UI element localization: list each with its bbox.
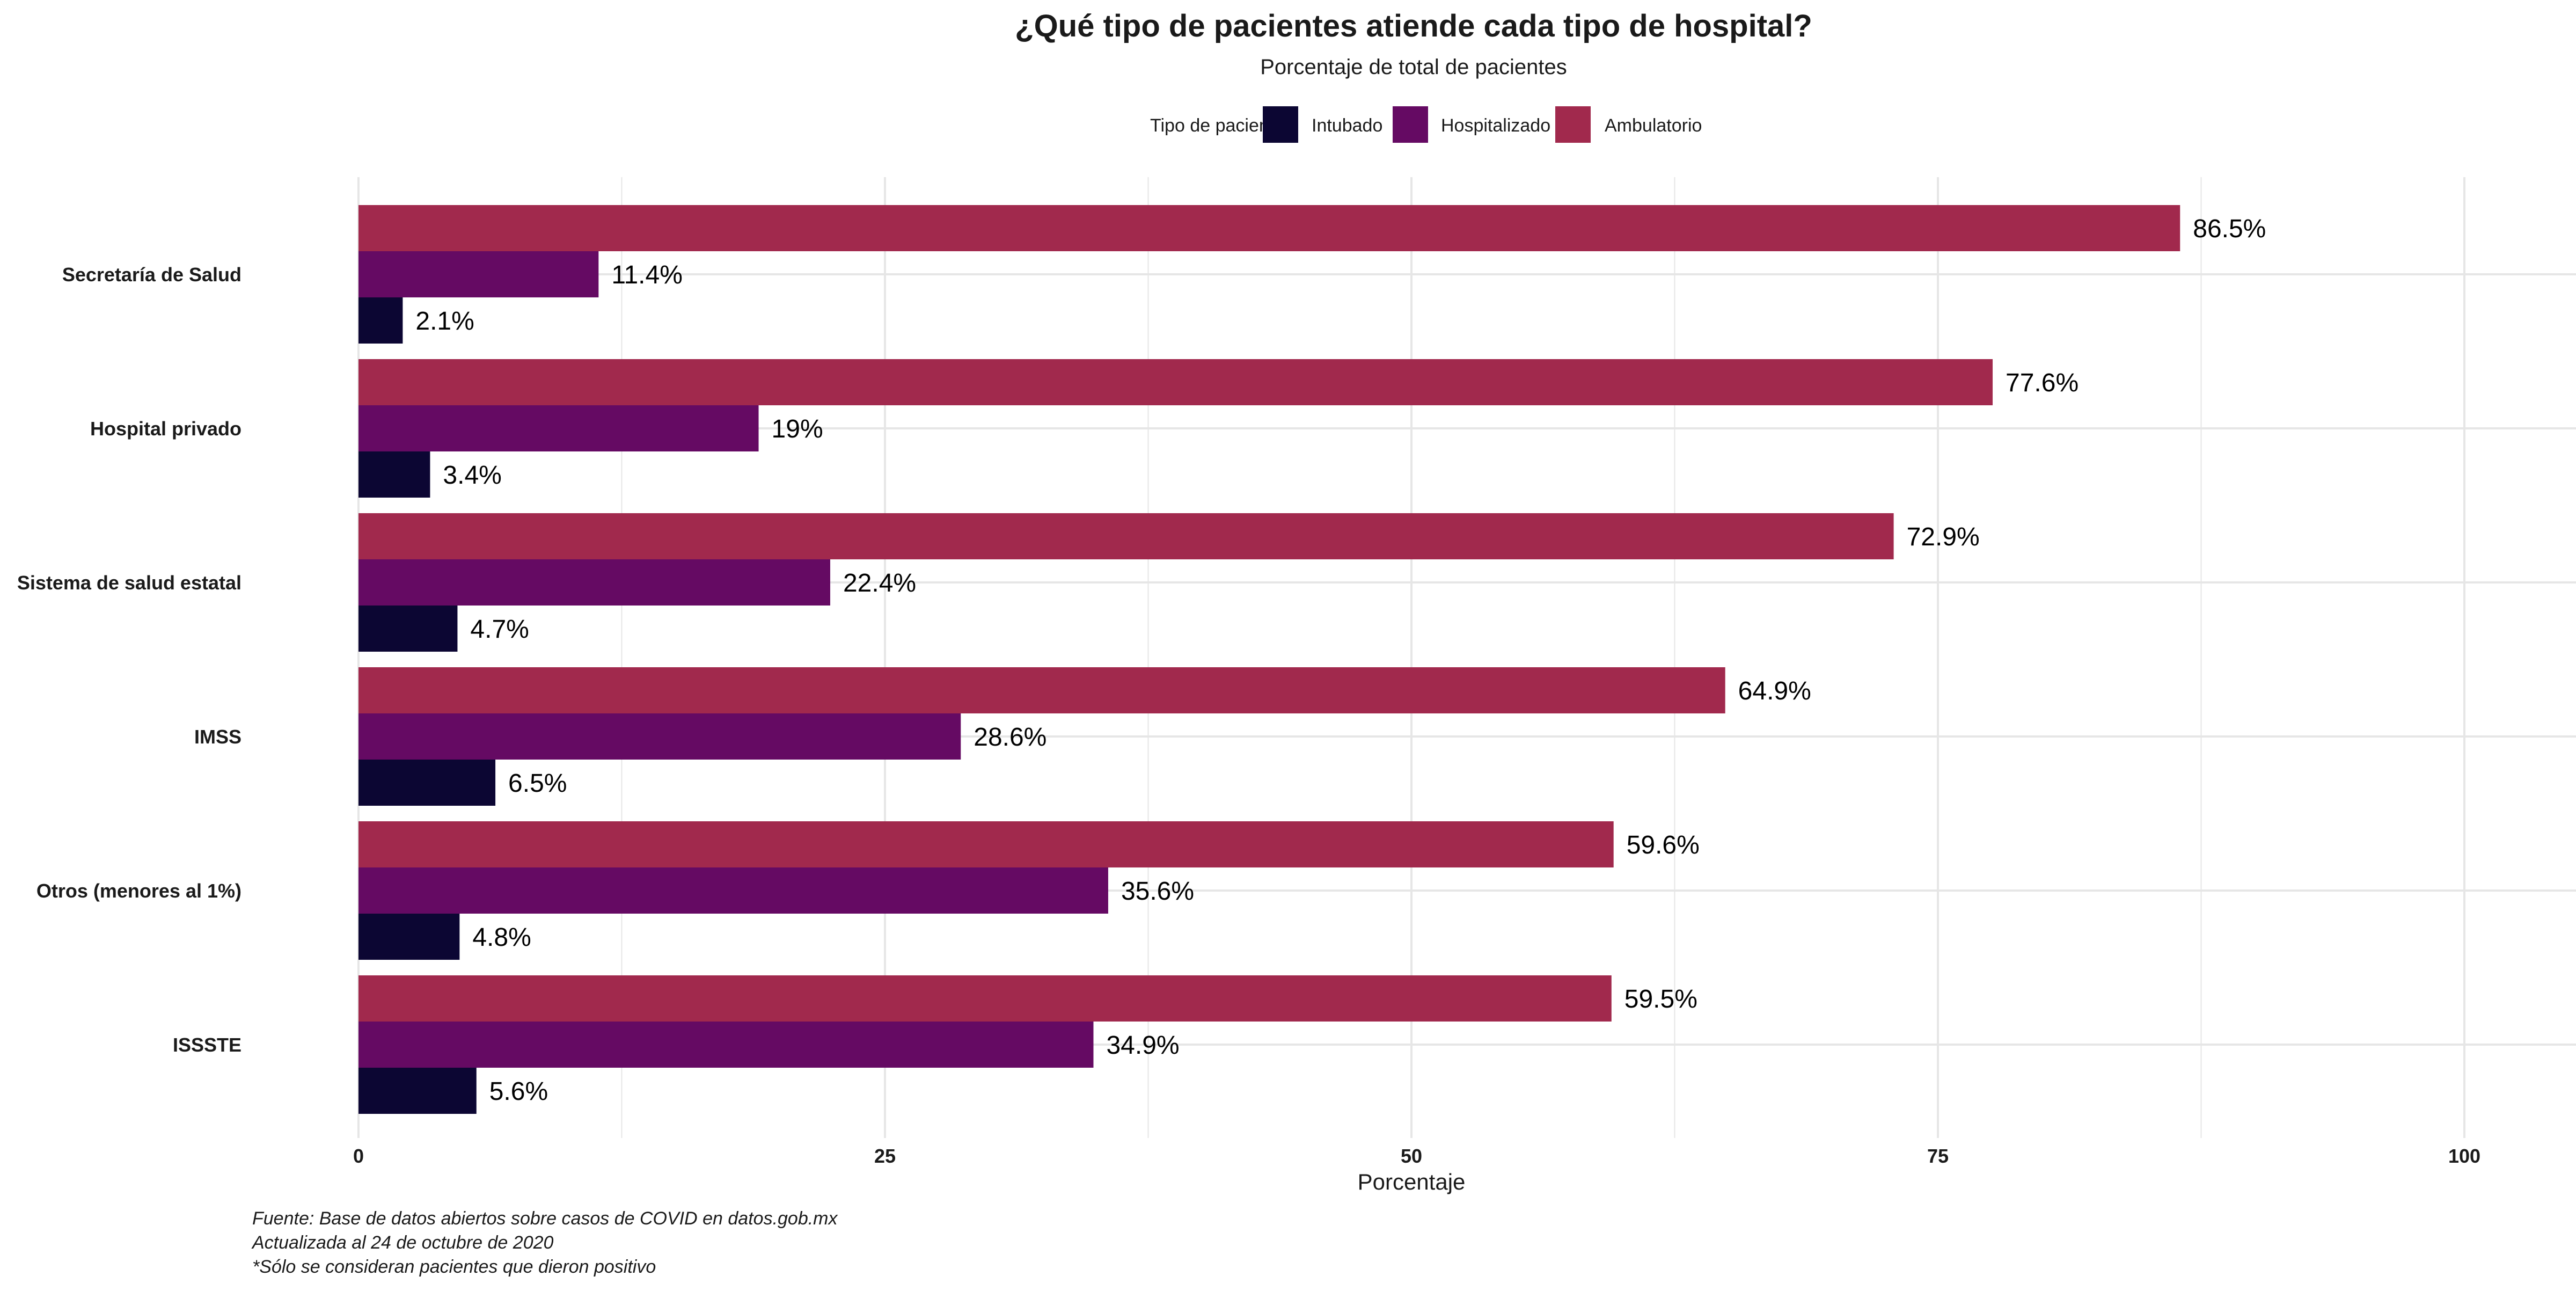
legend-swatch-hospitalizado: [1393, 106, 1428, 143]
chart-title: ¿Qué tipo de pacientes atiende cada tipo…: [1015, 9, 1812, 43]
legend-swatch-intubado: [1263, 106, 1298, 143]
data-label-ambulatorio: 59.6%: [1627, 831, 1700, 859]
y-tick-label: Otros (menores al 1%): [36, 880, 241, 902]
bar-hospitalizado: [358, 251, 599, 297]
x-tick-label: 25: [874, 1145, 896, 1167]
bar-ambulatorio: [358, 359, 1993, 405]
bar-hospitalizado: [358, 867, 1108, 914]
bar-hospitalizado: [358, 1022, 1094, 1068]
data-label-intubado: 3.4%: [443, 461, 501, 490]
chart-header: ¿Qué tipo de pacientes atiende cada tipo…: [1015, 9, 1812, 79]
legend-label-intubado: Intubado: [1312, 115, 1382, 136]
bar-ambulatorio: [358, 667, 1725, 713]
bar-ambulatorio: [358, 975, 1612, 1022]
x-axis-title: Porcentaje: [1358, 1169, 1466, 1194]
legend-label-hospitalizado: Hospitalizado: [1441, 115, 1550, 136]
y-tick-label: Hospital privado: [90, 418, 241, 440]
caption: Fuente: Base de datos abiertos sobre cas…: [251, 1208, 838, 1277]
x-tick-label: 50: [1401, 1145, 1422, 1167]
bar-ambulatorio: [358, 513, 1894, 559]
data-label-ambulatorio: 64.9%: [1738, 677, 1811, 705]
bar-ambulatorio: [358, 205, 2180, 251]
bar-intubado: [358, 451, 430, 498]
data-label-ambulatorio: 59.5%: [1624, 985, 1697, 1013]
bar-hospitalizado: [358, 713, 961, 760]
legend-label-ambulatorio: Ambulatorio: [1605, 115, 1702, 136]
chart-subtitle: Porcentaje de total de pacientes: [1260, 55, 1567, 79]
y-tick-label: IMSS: [194, 726, 241, 748]
data-label-hospitalizado: 19%: [772, 415, 823, 443]
data-label-hospitalizado: 22.4%: [843, 569, 916, 597]
x-tick-label: 0: [353, 1145, 364, 1167]
bar-intubado: [358, 606, 458, 652]
bar-intubado: [358, 914, 460, 960]
y-tick-label: Secretaría de Salud: [62, 264, 241, 286]
caption-line: *Sólo se consideran pacientes que dieron…: [252, 1257, 656, 1277]
data-label-ambulatorio: 86.5%: [2193, 215, 2266, 243]
bar-hospitalizado: [358, 405, 759, 451]
caption-line: Fuente: Base de datos abiertos sobre cas…: [252, 1208, 838, 1229]
bar-intubado: [358, 297, 403, 344]
data-label-intubado: 6.5%: [508, 769, 567, 798]
data-label-intubado: 2.1%: [415, 307, 474, 335]
bar-intubado: [358, 760, 496, 806]
data-label-ambulatorio: 77.6%: [2006, 369, 2079, 397]
data-label-hospitalizado: 28.6%: [974, 723, 1046, 752]
caption-line: Actualizada al 24 de octubre de 2020: [251, 1232, 554, 1253]
data-label-hospitalizado: 35.6%: [1121, 877, 1194, 906]
data-label-ambulatorio: 72.9%: [1907, 523, 1980, 551]
bar-intubado: [358, 1068, 477, 1114]
legend: Tipo de paciente Intubado Hospitalizado Amb…: [1150, 106, 1702, 143]
data-labels-layer: 86.5% 11.4% 2.1% 77.6% 19% 3.4% 72.9% 22.4% 4.7%…: [415, 215, 2266, 1106]
y-tick-label: ISSSTE: [173, 1034, 241, 1056]
data-label-hospitalizado: 11.4%: [611, 261, 683, 289]
data-label-intubado: 5.6%: [489, 1077, 548, 1106]
data-label-intubado: 4.7%: [470, 615, 529, 644]
x-tick-label: 75: [1927, 1145, 1949, 1167]
bars-layer: [358, 205, 2180, 1114]
bar-ambulatorio: [358, 821, 1614, 867]
data-label-intubado: 4.8%: [472, 923, 531, 952]
data-label-hospitalizado: 34.9%: [1106, 1031, 1179, 1060]
y-tick-label: Sistema de salud estatal: [17, 572, 241, 594]
bar-hospitalizado: [358, 559, 830, 606]
grid-lines: [357, 177, 2576, 1138]
legend-swatch-ambulatorio: [1555, 106, 1591, 143]
x-tick-label: 100: [2448, 1145, 2480, 1167]
legend-title: Tipo de paciente: [1150, 115, 1284, 136]
axes-layer: Secretaría de Salud Hospital privado Siste…: [17, 264, 2480, 1194]
